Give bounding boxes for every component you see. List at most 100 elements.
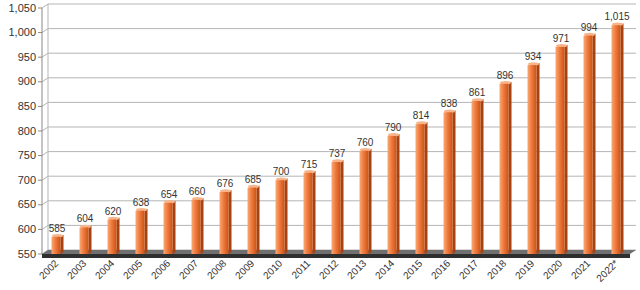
- y-tick-label: 650: [18, 198, 36, 210]
- grid-line: [42, 4, 636, 8]
- data-label: 638: [133, 197, 150, 208]
- x-tick-label: 2021: [569, 257, 593, 281]
- x-tick-label: 2018: [485, 257, 509, 281]
- x-tick-label: 2020: [541, 257, 565, 281]
- bar-side: [89, 225, 92, 254]
- bar-group: [528, 62, 540, 254]
- bar: [556, 47, 565, 254]
- grid-line: [42, 102, 636, 106]
- grid-line: [42, 127, 636, 131]
- y-tick-label: 550: [18, 248, 36, 260]
- bar-group: [52, 234, 64, 254]
- bar-side: [621, 23, 624, 254]
- bar-side: [341, 160, 344, 254]
- x-tick-label: 2015: [401, 257, 425, 281]
- bar-group: [248, 185, 260, 254]
- y-tick: [38, 8, 42, 9]
- x-tick-label: 2019: [513, 257, 537, 281]
- y-tick-label: 700: [18, 174, 36, 186]
- bar-group: [500, 81, 512, 254]
- bar: [164, 203, 173, 254]
- bar-side: [425, 122, 428, 254]
- y-tick: [38, 106, 42, 107]
- bar-group: [444, 110, 456, 254]
- y-tick-label: 1,050: [8, 2, 36, 14]
- data-label: 620: [105, 206, 122, 217]
- data-label: 814: [413, 110, 430, 121]
- back-axis: [48, 4, 49, 250]
- x-tick-label: 2003: [65, 257, 89, 281]
- bar: [584, 36, 593, 254]
- data-label: 660: [189, 186, 206, 197]
- bar-group: [164, 200, 176, 254]
- data-label: 676: [217, 178, 234, 189]
- bar-group: [304, 170, 316, 254]
- data-label: 838: [441, 98, 458, 109]
- x-tick-label: 2013: [345, 257, 369, 281]
- bar: [136, 211, 145, 254]
- y-tick: [38, 155, 42, 156]
- data-label: 604: [77, 213, 94, 224]
- floor-front: [42, 254, 630, 258]
- x-tick-label: 2002: [37, 257, 61, 281]
- y-tick-label: 900: [18, 75, 36, 87]
- bar-group: [472, 98, 484, 254]
- bar-group: [388, 133, 400, 254]
- grid-line: [42, 78, 636, 82]
- x-tick-label: 2022*: [594, 258, 620, 284]
- data-label: 896: [497, 70, 514, 81]
- data-label: 737: [329, 148, 346, 159]
- bar-side: [593, 34, 596, 254]
- bar-group: [108, 217, 120, 254]
- y-tick-label: 750: [18, 149, 36, 161]
- bar-side: [173, 201, 176, 254]
- bar: [416, 124, 425, 254]
- x-tick-label: 2007: [177, 257, 201, 281]
- bars: [52, 22, 624, 254]
- y-tick: [38, 229, 42, 230]
- bar-group: [332, 159, 344, 254]
- bar-group: [80, 225, 92, 254]
- x-tick-label: 2010: [261, 257, 285, 281]
- x-tick-label: 2008: [205, 257, 229, 281]
- x-tick-label: 2004: [93, 257, 117, 281]
- bar: [248, 188, 257, 254]
- bar: [304, 173, 313, 254]
- grid-line: [42, 53, 636, 57]
- bar-group: [416, 121, 428, 254]
- bar-side: [565, 45, 568, 254]
- y-axis: [42, 8, 43, 254]
- x-tick-label: 2006: [149, 257, 173, 281]
- bar-group: [192, 197, 204, 254]
- data-label: 654: [161, 189, 178, 200]
- y-tick-label: 800: [18, 125, 36, 137]
- bar-group: [612, 22, 624, 254]
- data-label: 971: [553, 33, 570, 44]
- bar: [108, 220, 117, 254]
- bar-side: [257, 186, 260, 254]
- y-tick: [38, 254, 42, 255]
- bar-side: [397, 134, 400, 254]
- grid: 5506006507007508008509009501,0001,050: [8, 2, 636, 260]
- data-label: 1,015: [604, 11, 629, 22]
- x-tick-label: 2011: [289, 257, 312, 280]
- x-tick-label: 2012: [317, 257, 341, 281]
- y-tick-label: 1,000: [8, 26, 36, 38]
- bar: [220, 192, 229, 254]
- y-tick: [38, 81, 42, 82]
- y-tick: [38, 32, 42, 33]
- bar: [332, 162, 341, 254]
- bar-group: [220, 189, 232, 254]
- bar-group: [360, 148, 372, 254]
- x-axis: 2002200320042005200620072008200920102011…: [37, 257, 621, 284]
- chart-container: 5506006507007508008509009501,0001,050585…: [0, 0, 640, 290]
- bar: [276, 180, 285, 254]
- x-tick-label: 2017: [457, 257, 481, 281]
- bar-side: [369, 149, 372, 254]
- y-tick-label: 600: [18, 223, 36, 235]
- y-tick: [38, 204, 42, 205]
- bar: [500, 84, 509, 254]
- data-labels: 5856046206386546606766857007157377607908…: [49, 11, 630, 234]
- data-label: 585: [49, 223, 66, 234]
- bar: [444, 112, 453, 254]
